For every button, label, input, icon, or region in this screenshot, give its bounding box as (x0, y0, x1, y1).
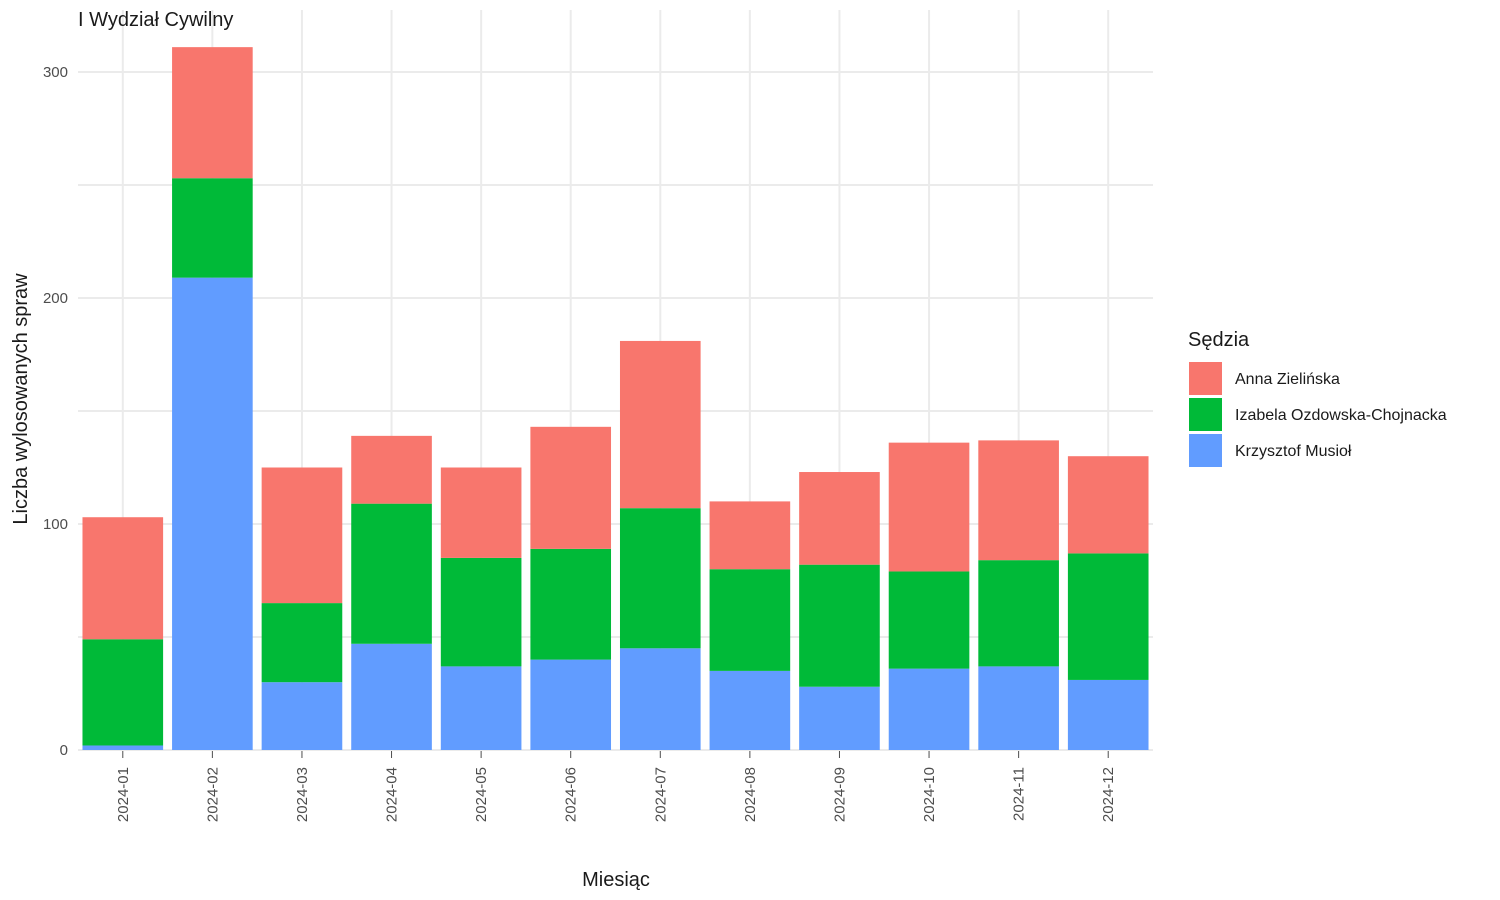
x-tick-label: 2024-05 (473, 767, 490, 822)
x-tick-label: 2024-02 (204, 767, 221, 822)
bar-segment (619, 340, 701, 509)
bar-segment (709, 670, 791, 750)
bar-segment (172, 47, 253, 179)
x-axis-ticks: 2024-01 2024-02 2024-03 2024-04 2024-05 2024-… (115, 751, 1117, 822)
y-tick-label: 0 (60, 742, 68, 759)
bar-segment (799, 472, 880, 565)
y-tick-label: 100 (43, 516, 68, 533)
legend-swatch (1189, 362, 1222, 395)
x-tick-label: 2024-06 (563, 767, 580, 822)
x-tick-label: 2024-12 (1100, 767, 1117, 822)
bar-segment (978, 440, 1059, 561)
bar-segment (978, 560, 1059, 667)
x-tick-label: 2024-09 (831, 767, 848, 822)
bar-segment (530, 548, 612, 660)
bar-segment (888, 571, 970, 669)
bar-segment (440, 557, 522, 667)
y-axis-title: Liczba wylosowanych spraw (10, 273, 32, 525)
legend-label: Anna Zielińska (1235, 371, 1340, 388)
chart-title: I Wydział Cywilny (78, 9, 233, 31)
legend-swatch (1189, 434, 1222, 467)
bar-segment (619, 508, 701, 649)
bar-segment (709, 501, 791, 570)
legend-title: Sędzia (1188, 329, 1250, 351)
bar-segment (530, 426, 612, 549)
legend-items: Anna Zielińska Izabela Ozdowska-Chojnacka… (1189, 362, 1447, 467)
y-tick-label: 300 (43, 64, 68, 81)
bar-segment (799, 686, 880, 750)
x-tick-label: 2024-07 (652, 767, 669, 822)
bar-segment (978, 666, 1059, 750)
bar-segment (351, 435, 432, 504)
x-tick-label: 2024-01 (115, 767, 132, 822)
bar-segment (82, 517, 164, 640)
bar-segment (440, 666, 522, 750)
legend-label: Krzysztof Musioł (1235, 443, 1352, 460)
x-tick-label: 2024-03 (294, 767, 311, 822)
bar-segment (1067, 679, 1149, 750)
bar-segment (440, 467, 522, 558)
bars (82, 47, 1149, 750)
bar-segment (261, 467, 343, 604)
x-tick-label: 2024-04 (384, 767, 401, 822)
bar-segment (82, 745, 164, 750)
bar-segment (261, 682, 343, 750)
legend-label: Izabela Ozdowska-Chojnacka (1235, 407, 1447, 424)
bar-segment (709, 569, 791, 671)
bar-segment (1067, 553, 1149, 680)
bar-segment (1067, 456, 1149, 554)
bar-segment (351, 643, 432, 750)
bar-segment (172, 178, 253, 278)
x-tick-label: 2024-10 (921, 767, 938, 822)
x-axis-title: Miesiąc (582, 869, 650, 891)
bar-segment (619, 648, 701, 750)
y-axis-ticks: 0 100 200 300 (43, 64, 68, 759)
bar-segment (172, 277, 253, 750)
legend: Sędzia Anna Zielińska Izabela Ozdowska-Ch… (1188, 329, 1447, 467)
bar-segment (530, 659, 612, 750)
bar-segment (888, 668, 970, 750)
x-tick-label: 2024-11 (1011, 767, 1028, 821)
y-tick-label: 200 (43, 290, 68, 307)
legend-swatch (1189, 398, 1222, 431)
bar-segment (82, 639, 164, 746)
bar-segment (261, 603, 343, 683)
bar-segment (351, 503, 432, 644)
x-tick-label: 2024-08 (742, 767, 759, 822)
bar-segment (799, 564, 880, 687)
bar-segment (888, 442, 970, 572)
